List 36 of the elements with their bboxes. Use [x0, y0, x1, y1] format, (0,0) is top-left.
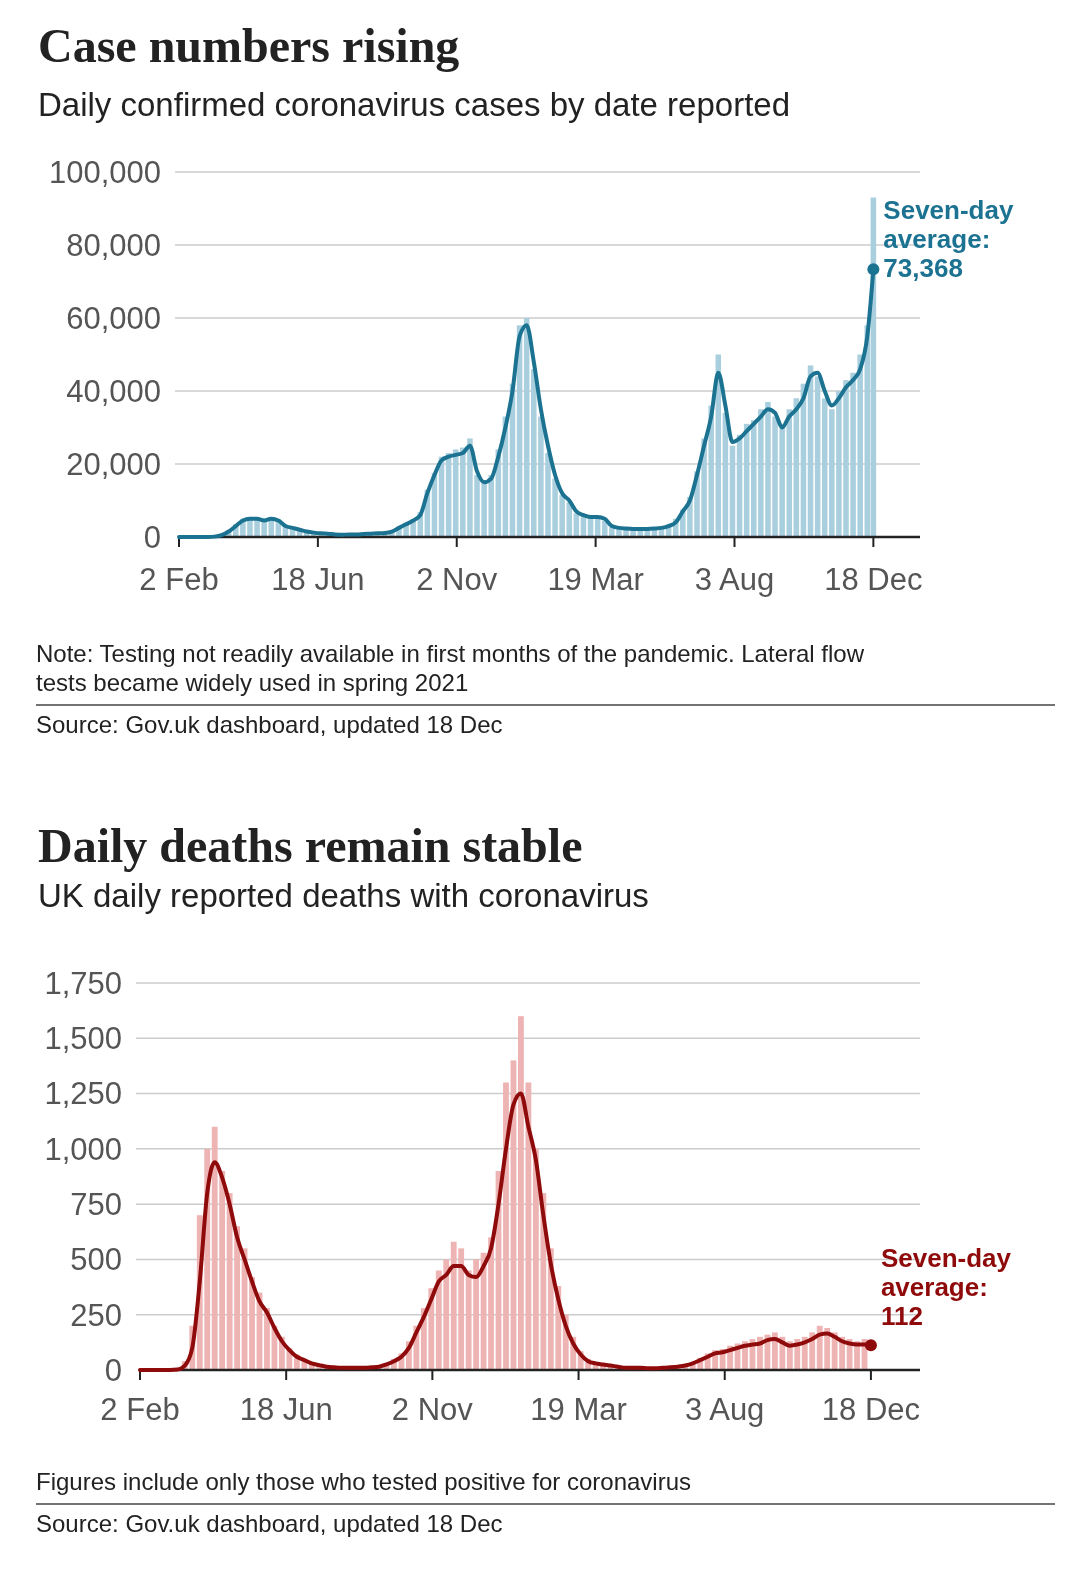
annotation: Seven-day average: 73,368 [883, 195, 1014, 284]
y-tick-label: 1,750 [44, 965, 122, 1001]
x-tick-label: 2 Feb [139, 562, 219, 597]
chart-title: Case numbers rising [38, 19, 460, 72]
annotation: Seven-day average: 112 [880, 1243, 1012, 1332]
text: Note: Testing not readily available in first months of the pandemic. Lateral flow tests became widely used in spring 2021 [36, 640, 865, 696]
y-tick-label: 60,000 [66, 300, 161, 336]
y-tick-label: 750 [70, 1186, 122, 1222]
x-tick-label: 18 Dec [824, 562, 923, 597]
y-tick-label: 1,250 [44, 1076, 122, 1112]
y-tick-label: 500 [70, 1242, 122, 1278]
source-note: Source: Gov.uk dashboard, updated 18 Dec [36, 711, 503, 738]
x-tick-label: 18 Jun [271, 562, 365, 597]
x-tick-label: 19 Mar [547, 562, 644, 597]
y-tick-label: 250 [70, 1297, 122, 1333]
text: Figures include only those who tested positive for coronavirus [36, 1468, 692, 1495]
x-tick-label: 2 Feb [100, 1392, 180, 1427]
y-tick-label: 1,500 [44, 1021, 122, 1057]
y-tick-label: 20,000 [66, 446, 161, 482]
y-tick-label: 100,000 [48, 154, 161, 190]
x-tick-label: 3 Aug [685, 1392, 765, 1427]
x-tick-label: 18 Jun [239, 1392, 333, 1427]
chart-title: Daily deaths remain stable [38, 819, 583, 872]
x-tick-label: 3 Aug [694, 562, 775, 597]
chart-subtitle: UK daily reported deaths with coronavirus [38, 877, 649, 914]
x-tick-label: 19 Mar [530, 1392, 627, 1427]
x-tick-label: 2 Nov [416, 562, 498, 597]
y-tick-label: 1,000 [44, 1131, 122, 1167]
y-tick-label: 80,000 [66, 227, 161, 263]
y-tick-label: 40,000 [66, 373, 161, 409]
x-tick-label: 2 Nov [391, 1392, 474, 1427]
y-tick-label: 0 [143, 519, 161, 555]
x-tick-label: 18 Dec [821, 1392, 921, 1427]
source-note: Source: Gov.uk dashboard, updated 18 Dec [36, 1510, 503, 1537]
y-tick-label: 0 [104, 1352, 122, 1388]
chart-subtitle: Daily confirmed coronavirus cases by date reported [38, 86, 791, 123]
